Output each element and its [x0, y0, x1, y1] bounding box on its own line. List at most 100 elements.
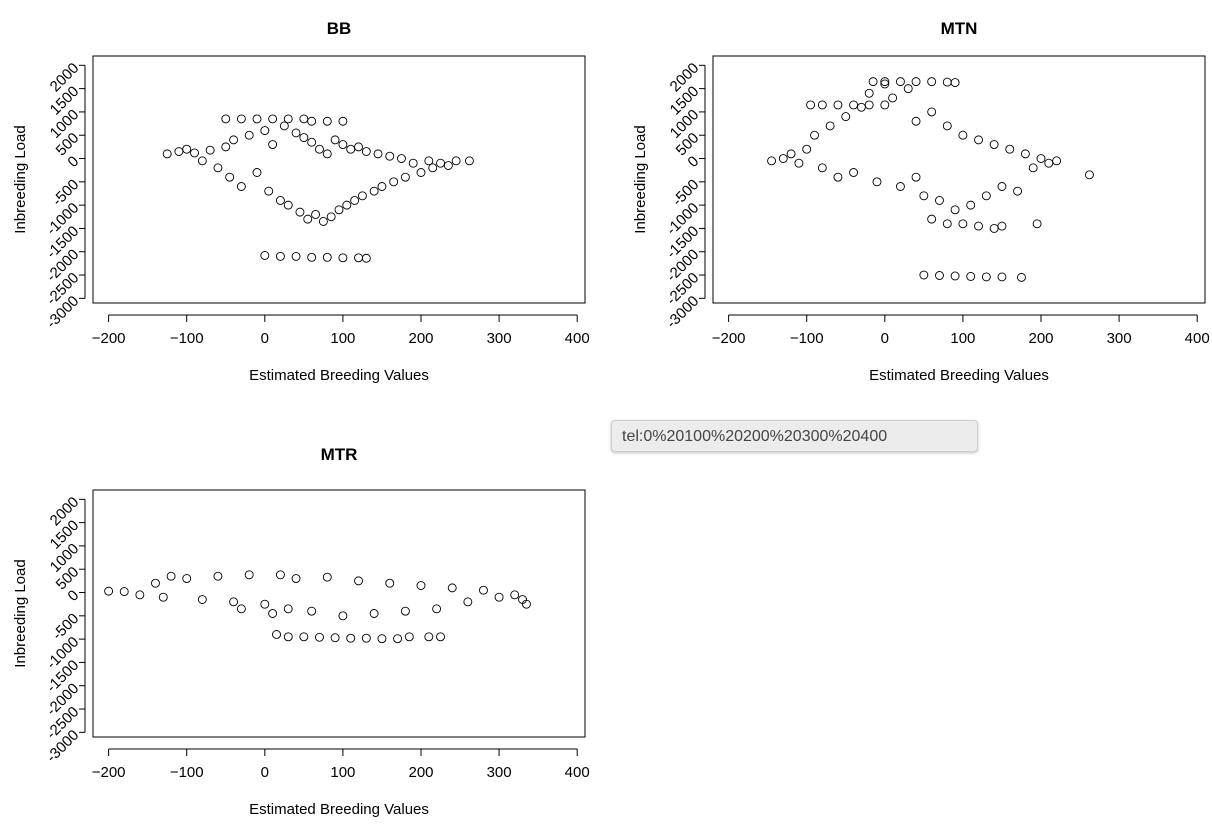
data-point	[911, 77, 921, 87]
data-point	[911, 116, 921, 126]
x-tick-label: 0	[881, 330, 889, 347]
x-tick-label: 0	[261, 330, 269, 347]
x-tick-label: 400	[565, 764, 590, 781]
data-point	[299, 133, 309, 143]
chart-panel-bb: BB −200 −100 0 100 200 300 400 Estimated Breedin…	[12, 19, 590, 384]
data-point	[213, 163, 223, 173]
data-point	[451, 156, 461, 166]
data-point	[521, 599, 531, 609]
x-tick-label: −100	[170, 330, 204, 347]
data-point	[1044, 158, 1054, 168]
data-point	[424, 632, 434, 642]
x-tick-label: −200	[92, 330, 126, 347]
data-point	[322, 116, 332, 126]
data-point	[1036, 154, 1046, 163]
data-point	[252, 168, 262, 177]
plot-frame-bb	[92, 55, 586, 304]
data-point	[354, 253, 363, 263]
data-point	[244, 570, 254, 580]
data-point	[361, 633, 371, 643]
data-point	[958, 219, 968, 229]
data-point	[322, 572, 332, 582]
data-point	[966, 271, 976, 281]
data-point	[369, 186, 379, 196]
data-point	[135, 590, 145, 600]
data-point	[393, 634, 403, 644]
data-point	[197, 595, 207, 604]
data-point	[283, 114, 293, 124]
data-point	[935, 271, 944, 280]
data-point	[182, 574, 192, 583]
data-point	[236, 604, 246, 614]
data-point	[307, 116, 317, 126]
data-point	[856, 102, 866, 112]
data-point	[1013, 186, 1023, 196]
data-point	[1020, 149, 1030, 159]
data-point	[880, 100, 890, 110]
data-point	[794, 158, 804, 168]
data-point	[888, 93, 898, 103]
x-tick-label: −100	[790, 330, 824, 347]
data-point	[197, 156, 207, 166]
data-point	[927, 77, 937, 87]
x-tick-label: 100	[330, 330, 355, 347]
data-point	[950, 271, 960, 281]
data-point	[299, 114, 309, 124]
data-point	[833, 172, 843, 182]
x-tick-label: −200	[712, 330, 746, 347]
x-tick-label: 400	[565, 330, 590, 347]
data-point	[981, 272, 991, 282]
data-point	[1028, 163, 1038, 173]
data-point	[373, 149, 383, 159]
data-point	[162, 149, 172, 159]
data-point	[997, 182, 1007, 191]
data-point	[802, 144, 812, 154]
x-axis-label-bb: Estimated Breeding Values	[249, 367, 429, 384]
data-point	[346, 633, 356, 643]
data-point	[1032, 219, 1042, 229]
x-tick-label: 100	[950, 330, 975, 347]
data-point	[260, 126, 270, 136]
data-point	[268, 114, 278, 124]
data-point	[174, 147, 184, 156]
data-point	[416, 168, 426, 177]
x-tick-label: 100	[330, 764, 355, 781]
data-point	[334, 205, 344, 215]
data-point	[408, 158, 418, 168]
data-point	[229, 597, 239, 607]
data-point	[911, 172, 921, 182]
data-point	[283, 632, 293, 642]
data-point	[236, 114, 246, 124]
data-point	[997, 221, 1007, 231]
data-point	[338, 140, 348, 149]
data-point	[436, 158, 445, 168]
data-point	[275, 251, 285, 261]
data-point	[927, 214, 937, 224]
data-point	[389, 177, 399, 187]
data-point	[229, 135, 239, 145]
data-point	[966, 200, 976, 210]
data-point	[510, 590, 520, 600]
data-point	[361, 147, 371, 156]
data-point	[849, 100, 859, 110]
data-point	[244, 130, 254, 140]
data-point	[942, 77, 952, 87]
data-point	[322, 252, 332, 262]
data-point	[369, 609, 379, 618]
chart-title-bb: BB	[327, 19, 352, 38]
data-point	[1017, 272, 1026, 282]
data-point	[377, 182, 387, 191]
data-point	[817, 100, 827, 110]
data-point	[463, 597, 473, 607]
data-point	[950, 205, 960, 215]
data-point	[182, 144, 192, 154]
data-point	[354, 576, 363, 586]
data-point	[275, 196, 285, 205]
y-axis-label-bb: Inbreeding Load	[12, 125, 29, 233]
data-point	[357, 191, 367, 201]
data-point	[315, 632, 324, 642]
x-tick-label: −100	[170, 764, 204, 781]
data-point	[299, 632, 309, 642]
data-point	[416, 581, 426, 590]
data-point	[350, 196, 360, 205]
